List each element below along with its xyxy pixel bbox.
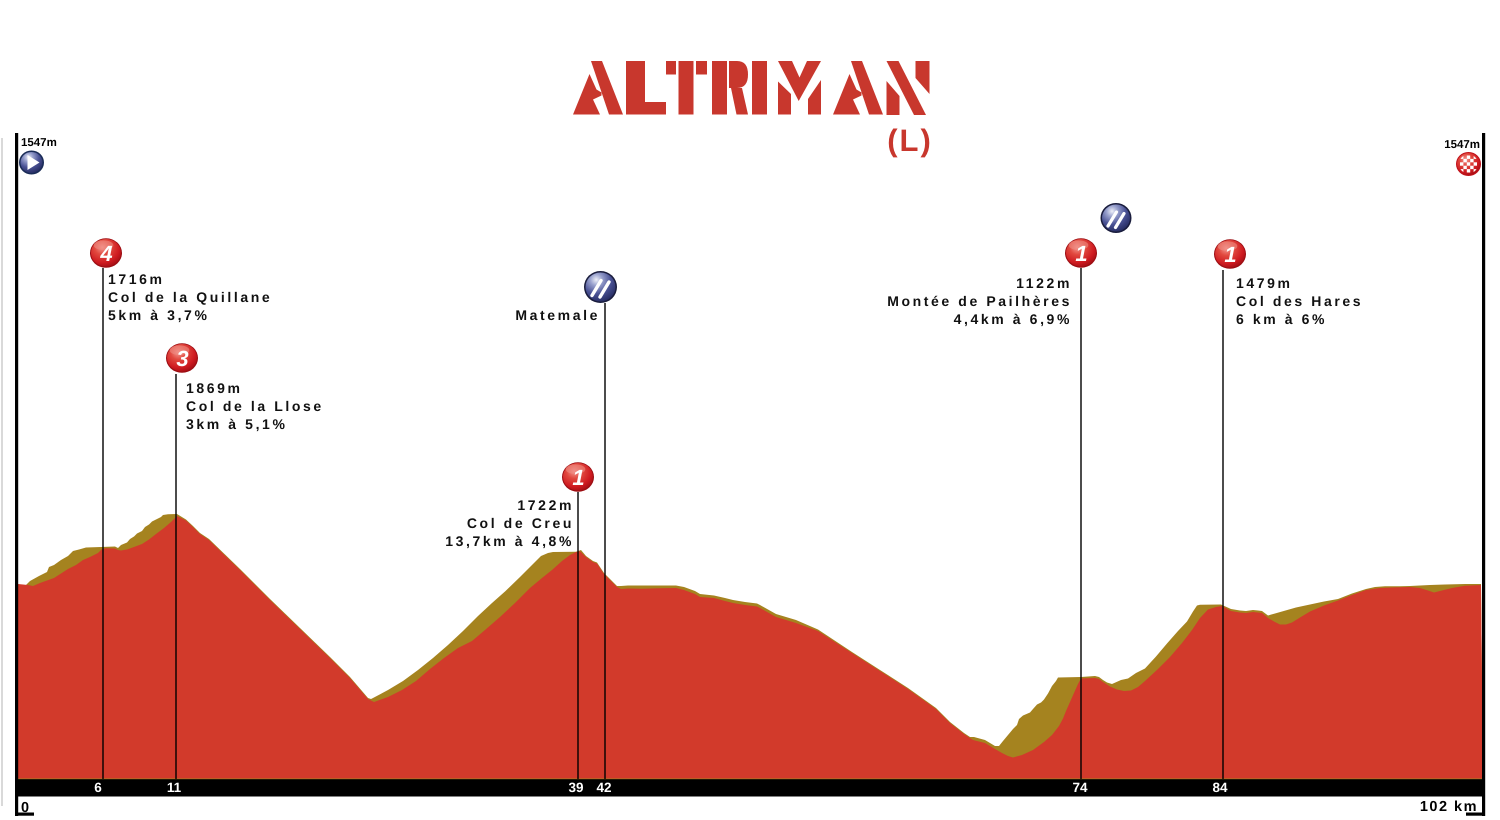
svg-text:42: 42	[596, 780, 611, 795]
svg-text:3: 3	[176, 346, 188, 371]
svg-text:6: 6	[94, 780, 102, 795]
svg-text:39: 39	[568, 780, 583, 795]
svg-text:1547m: 1547m	[1444, 139, 1480, 151]
svg-text:1: 1	[1075, 241, 1087, 266]
svg-text:1547m: 1547m	[21, 137, 57, 149]
svg-text:1: 1	[572, 465, 584, 490]
svg-text:84: 84	[1212, 780, 1228, 795]
svg-text:(L): (L)	[887, 123, 933, 158]
svg-text:0: 0	[21, 800, 29, 816]
svg-text:1: 1	[1224, 242, 1236, 267]
svg-text:11: 11	[167, 780, 182, 795]
svg-text:4: 4	[99, 241, 112, 266]
svg-text:102 km: 102 km	[1420, 799, 1478, 815]
svg-text:74: 74	[1072, 780, 1088, 795]
